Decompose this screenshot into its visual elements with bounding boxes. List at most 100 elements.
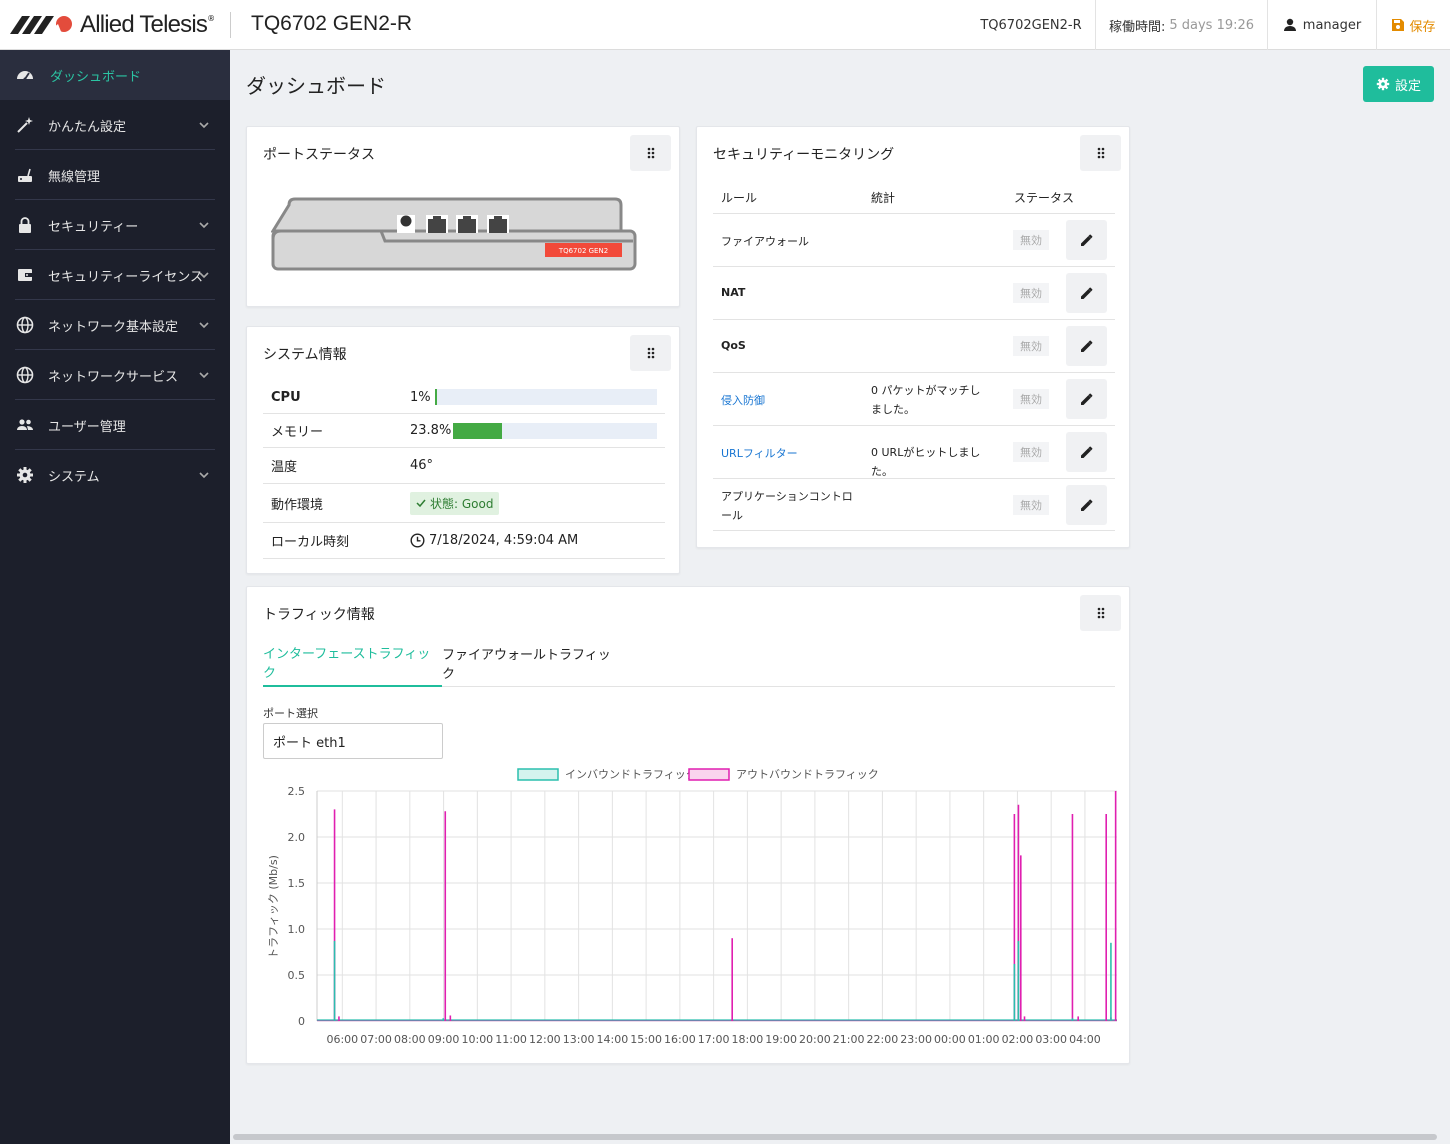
temperature-label: 温度 xyxy=(271,460,298,475)
x-tick-label: 23:00 xyxy=(900,1033,932,1046)
pencil-icon xyxy=(1080,340,1092,352)
memory-bar-fill xyxy=(453,422,502,439)
system-info-card: システム情報 CPU 1% メモリー 23.8% 温度 46° 動作環境 状態:… xyxy=(246,326,680,574)
memory-label: メモリー xyxy=(271,425,324,440)
page-title: ダッシュボード xyxy=(246,74,386,98)
y-axis-label: トラフィック (Mb/s) xyxy=(267,855,280,959)
router-icon xyxy=(18,168,32,182)
drag-handle-button[interactable] xyxy=(1080,135,1121,171)
lock-icon xyxy=(19,217,31,233)
globe-icon xyxy=(16,366,34,384)
chevron-down-icon xyxy=(199,472,209,479)
pencil-icon xyxy=(1080,393,1092,405)
y-tick-label: 0 xyxy=(298,1015,305,1028)
rule-link-intrusion-prevention[interactable]: 侵入防御 xyxy=(721,394,765,407)
edit-button[interactable] xyxy=(1066,432,1107,472)
sidebar-item-security-license[interactable]: セキュリティーライセンス xyxy=(0,250,230,300)
device-illustration: TQ6702 GEN2 xyxy=(271,197,637,271)
security-monitoring-card: セキュリティーモニタリング ルール 統計 ステータス ファイアウォール 無効 N… xyxy=(696,126,1130,548)
sidebar-item-network-services[interactable]: ネットワークサービス xyxy=(0,350,230,400)
rule-link-url-filter[interactable]: URLフィルター xyxy=(721,447,798,460)
table-row: URLフィルター 0 URLがヒットしました。 無効 xyxy=(713,425,1115,478)
x-tick-label: 12:00 xyxy=(529,1033,561,1046)
main-content: ダッシュボード 設定 ポートステータス TQ6702 GEN2 システム情報 xyxy=(230,50,1450,1144)
drag-handle-icon xyxy=(1097,147,1104,159)
drag-handle-button[interactable] xyxy=(630,135,671,171)
port-select[interactable]: ポート eth1 xyxy=(263,723,443,759)
legend-inbound-label: インバウンドトラフィック xyxy=(565,768,697,781)
rule-stats: 0 パケットがマッチしました。 xyxy=(871,384,981,416)
horizontal-scrollbar[interactable] xyxy=(233,1134,1437,1140)
magic-wand-icon xyxy=(17,117,33,133)
settings-button[interactable]: 設定 xyxy=(1363,66,1434,102)
traffic-chart: インバウンドトラフィック アウトバウンドトラフィック トラフィック (Mb/s)… xyxy=(267,768,1117,1046)
sidebar-item-label: システム xyxy=(48,469,100,485)
table-row: ファイアウォール 無効 xyxy=(713,213,1115,266)
edit-button[interactable] xyxy=(1066,273,1107,313)
local-time-label: ローカル時刻 xyxy=(271,535,350,550)
x-tick-label: 11:00 xyxy=(495,1033,527,1046)
sidebar-item-wireless[interactable]: 無線管理 xyxy=(0,150,230,200)
chevron-down-icon xyxy=(199,122,209,129)
column-header-status: ステータス xyxy=(1014,191,1075,205)
status-badge: 無効 xyxy=(1013,495,1049,515)
ethernet-port-icon[interactable] xyxy=(494,216,502,220)
legend-outbound[interactable]: アウトバウンドトラフィック xyxy=(688,768,879,781)
save-button[interactable]: 保存 xyxy=(1376,0,1450,50)
edit-button[interactable] xyxy=(1066,326,1107,366)
user-menu[interactable]: manager xyxy=(1267,0,1376,50)
sidebar-item-label: かんたん設定 xyxy=(48,119,127,135)
card-title: セキュリティーモニタリング xyxy=(713,147,895,163)
drag-handle-button[interactable] xyxy=(630,335,671,371)
gear-icon xyxy=(17,467,33,483)
drag-handle-button[interactable] xyxy=(1080,595,1121,631)
status-badge: 無効 xyxy=(1013,336,1049,356)
allied-telesis-logo-icon xyxy=(10,16,72,34)
legend-inbound[interactable]: インバウンドトラフィック xyxy=(517,768,697,781)
sidebar-item-label: ネットワーク基本設定 xyxy=(48,319,179,335)
port-select-label: ポート選択 xyxy=(263,707,318,720)
sidebar-item-user-management[interactable]: ユーザー管理 xyxy=(0,400,230,450)
speedometer-icon xyxy=(17,71,33,81)
y-tick-label: 2.0 xyxy=(288,831,306,844)
sidebar-item-dashboard[interactable]: ダッシュボード xyxy=(0,50,230,100)
edit-button[interactable] xyxy=(1066,379,1107,419)
sidebar-item-label: ネットワークサービス xyxy=(48,369,179,385)
x-tick-label: 21:00 xyxy=(833,1033,865,1046)
hostname: TQ6702GEN2-R xyxy=(968,0,1094,50)
ethernet-port-icon[interactable] xyxy=(433,216,441,220)
x-tick-label: 13:00 xyxy=(563,1033,595,1046)
chevron-down-icon xyxy=(199,322,209,329)
rule-name: ファイアウォール xyxy=(721,235,809,248)
environment-row: 動作環境 状態: Good xyxy=(263,484,665,523)
brand-name: Allied Telesis xyxy=(80,11,208,38)
tab-interface-traffic[interactable]: インターフェーストラフィック xyxy=(263,639,442,687)
sidebar-item-easy-setup[interactable]: かんたん設定 xyxy=(0,100,230,150)
x-tick-label: 03:00 xyxy=(1035,1033,1067,1046)
edit-button[interactable] xyxy=(1066,220,1107,260)
x-tick-label: 19:00 xyxy=(765,1033,797,1046)
clock-icon xyxy=(410,533,425,548)
x-tick-label: 18:00 xyxy=(732,1033,764,1046)
save-icon xyxy=(1392,19,1405,31)
sidebar-item-system[interactable]: システム xyxy=(0,450,230,500)
sidebar-item-network-basic[interactable]: ネットワーク基本設定 xyxy=(0,300,230,350)
x-tick-label: 01:00 xyxy=(968,1033,1000,1046)
rule-name: アプリケーションコントロール xyxy=(721,490,853,522)
tab-firewall-traffic[interactable]: ファイアウォールトラフィック xyxy=(442,648,611,682)
sidebar-item-label: ダッシュボード xyxy=(50,69,142,85)
edit-button[interactable] xyxy=(1066,485,1107,525)
cpu-value: 1% xyxy=(410,389,431,405)
user-icon xyxy=(1283,18,1296,31)
ethernet-port-icon[interactable] xyxy=(463,216,471,220)
x-tick-label: 14:00 xyxy=(597,1033,629,1046)
user-name: manager xyxy=(1302,17,1362,33)
sidebar-item-security[interactable]: セキュリティー xyxy=(0,200,230,250)
pencil-icon xyxy=(1080,234,1092,246)
memory-bar xyxy=(453,422,657,439)
local-time-row: ローカル時刻 7/18/2024, 4:59:04 AM xyxy=(263,523,665,559)
pencil-icon xyxy=(1080,446,1092,458)
table-row: QoS 無効 xyxy=(713,319,1115,372)
brand-logo[interactable]: Allied Telesis ® xyxy=(10,11,215,38)
pencil-icon xyxy=(1080,499,1092,511)
